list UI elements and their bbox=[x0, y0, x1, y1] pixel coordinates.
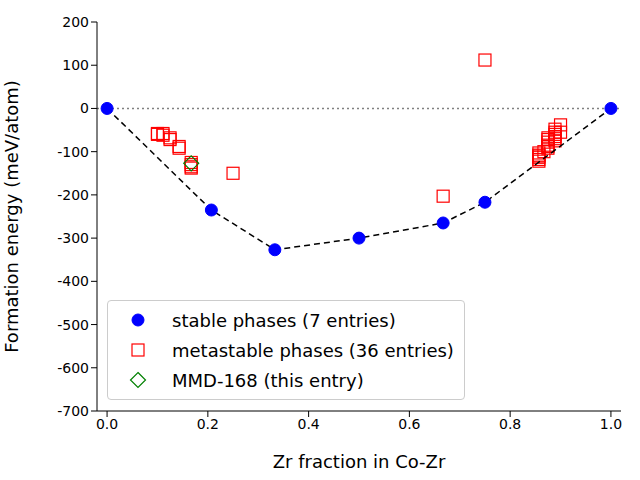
svg-text:0.4: 0.4 bbox=[297, 416, 319, 432]
svg-text:100: 100 bbox=[62, 57, 89, 73]
svg-text:0.6: 0.6 bbox=[398, 416, 420, 432]
svg-text:Zr fraction in Co-Zr: Zr fraction in Co-Zr bbox=[273, 451, 446, 472]
svg-text:-300: -300 bbox=[57, 230, 89, 246]
svg-text:-500: -500 bbox=[57, 317, 89, 333]
svg-text:0: 0 bbox=[80, 100, 89, 116]
html-text:metastable phases (36 entries): metastable phases (36 entries) bbox=[172, 339, 454, 361]
svg-text:Formation energy (meV/atom): Formation energy (meV/atom) bbox=[8, 80, 22, 353]
svg-text:-600: -600 bbox=[57, 360, 89, 376]
svg-text:-400: -400 bbox=[57, 273, 89, 289]
svg-text:0.2: 0.2 bbox=[197, 416, 219, 432]
svg-text:-700: -700 bbox=[57, 403, 89, 419]
svg-text:0.8: 0.8 bbox=[499, 416, 521, 432]
svg-text:-100: -100 bbox=[57, 144, 89, 160]
svg-text:200: 200 bbox=[62, 14, 89, 30]
svg-text:0.0: 0.0 bbox=[96, 416, 118, 432]
svg-text:-200: -200 bbox=[57, 187, 89, 203]
html-text:MMD-168 (this entry): MMD-168 (this entry) bbox=[172, 369, 364, 391]
svg-text:1.0: 1.0 bbox=[600, 416, 622, 432]
html-text:stable phases (7 entries): stable phases (7 entries) bbox=[172, 309, 396, 331]
